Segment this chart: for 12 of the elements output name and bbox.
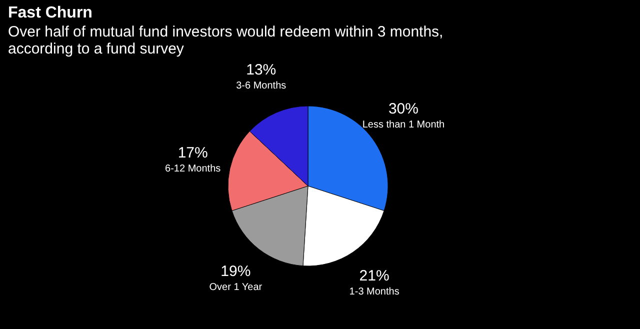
data-label: 17% (178, 144, 208, 162)
slice-label: 3-6 Months (236, 80, 286, 92)
slice-label: Over 1 Year (209, 282, 263, 294)
data-label: 21% (359, 268, 390, 285)
data-label: 30% (388, 100, 418, 118)
slice-label: Less than 1 Month (362, 120, 445, 131)
data-label: 19% (220, 263, 251, 280)
slice-label: 1-3 Months (349, 286, 400, 298)
chart-subtitle: Over half of mutual fund investors would redeem within 3 months, according to a fund survey (8, 24, 444, 58)
chart-title: Fast Churn (8, 4, 92, 22)
slice-label: 6-12 Months (165, 163, 221, 174)
data-label: 13% (246, 62, 276, 79)
